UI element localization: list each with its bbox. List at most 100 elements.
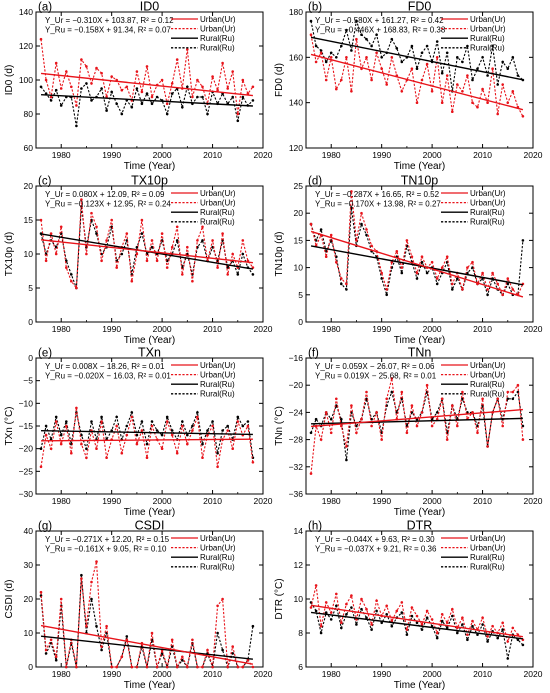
urban-series-point [335,592,338,596]
rural-series-point [206,112,209,116]
urban-series-point [521,115,525,118]
x-tick-label: 2020 [254,669,273,679]
rural-series-point [105,109,108,112]
rural-series-point [120,252,124,256]
rural-series-point [390,37,394,41]
equation-urban: Y_Ur = 0.008X − 18.26, R² = 0.01 [45,362,165,371]
x-tick-label: 1990 [372,669,391,679]
rural-series-point [231,652,234,655]
urban-series-point [59,442,63,446]
y-tick-label: 20 [24,594,34,604]
urban-series-point [324,255,328,258]
legend-label: Urban(Ur) [200,361,236,370]
urban-series-point [491,271,494,275]
urban-series-point [160,232,164,235]
urban-series-point [481,271,484,275]
urban-series-point [170,245,174,249]
legend-label: Urban(Ur) [200,15,236,24]
rural-series-point [340,282,343,286]
y-tick-label: 0 [298,317,303,327]
urban-series-point [175,58,179,61]
urban-series-point [75,286,78,290]
x-tick-label: 1990 [102,324,121,334]
urban-series-point [59,225,63,229]
panel-label: (d) [308,176,322,188]
rural-series-point [150,245,154,249]
urban-series-point [370,424,373,428]
rural-series-point [385,613,389,616]
y-tick-label: 140 [289,98,303,108]
rural-series-point [135,87,139,90]
y-tick-label: 15 [24,215,34,225]
urban-series-point [155,665,159,669]
legend-label: Rural(Ru) [470,553,505,562]
rural-series-point [410,44,414,48]
urban-series-point [135,665,139,669]
urban-series-point [165,420,169,423]
urban-series-point [186,48,189,51]
y-tick-label: −10 [19,398,34,408]
urban-series-point [44,433,48,437]
urban-series-point [120,451,124,455]
urban-series-point [105,624,108,628]
urban-series-point [435,631,439,635]
urban-series-point [335,397,338,401]
urban-trend-line [310,230,524,298]
urban-series-point [110,665,113,669]
x-tick-label: 2000 [423,324,442,334]
rural-series-line [40,410,254,458]
legend-label: Urban(Ur) [200,370,236,379]
urban-series-point [54,252,58,256]
urban-series-point [206,433,209,437]
rural-series-point [236,273,240,276]
rural-series-point [405,633,409,636]
urban-series-point [511,626,515,630]
x-axis-title: Time (Year) [394,680,446,691]
panel-label: (a) [38,2,52,14]
urban-series-point [365,56,368,59]
rural-series-point [340,417,343,421]
urban-series-point [425,62,429,66]
urban-series-point [95,560,98,563]
urban-series-point [440,397,444,401]
urban-series-point [430,90,434,93]
rural-series-point [324,611,328,614]
rural-series-point [44,424,48,428]
rural-series-point [466,638,469,642]
plot-frame [305,11,534,149]
urban-series-point [70,85,73,89]
urban-series-point [145,65,149,68]
rural-series-point [54,658,58,662]
legend-label: Urban(Ur) [470,534,506,543]
x-tick-label: 1990 [102,496,121,506]
urban-series-point [420,411,424,414]
rural-series-point [365,616,368,619]
rural-series-point [319,228,323,231]
rural-series-point [165,112,169,116]
urban-series-point [430,618,434,621]
rural-series-point [251,99,255,102]
rural-series-point [226,266,229,269]
urban-series-point [201,225,204,229]
rural-series-point [130,105,134,109]
urban-series-point [150,239,154,242]
chart-title: TN10p [401,174,439,188]
urban-series-point [506,101,510,104]
urban-trend-line [310,53,524,111]
rural-series-point [54,88,58,92]
urban-series-point [115,266,118,269]
rural-series-point [456,56,459,59]
urban-series-point [39,465,43,469]
urban-series-point [75,406,78,410]
urban-series-point [501,424,505,428]
urban-series-point [355,239,358,242]
rural-series-point [486,640,489,643]
urban-series-point [481,616,484,619]
rural-series-point [461,623,464,626]
panel-label: (f) [308,348,319,360]
urban-series-point [241,665,245,669]
urban-series-point [375,411,378,414]
urban-series-point [506,277,510,280]
urban-series-point [471,619,474,623]
urban-series-point [425,383,429,387]
